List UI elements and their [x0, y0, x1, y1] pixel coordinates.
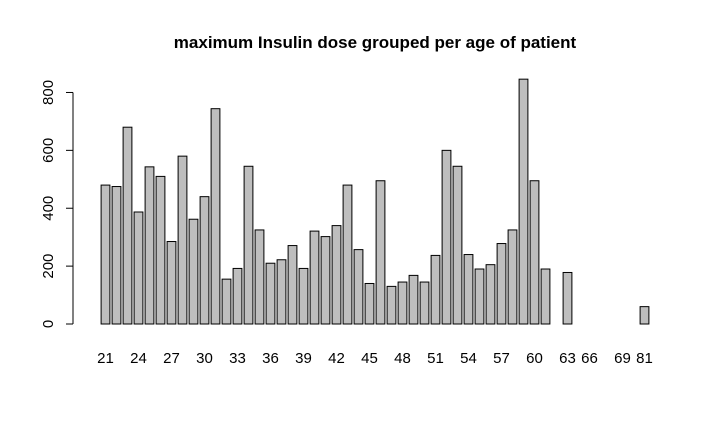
bar-age-29 — [188, 218, 199, 325]
x-tick-label-42: 42 — [328, 350, 345, 367]
bar-age-58 — [507, 229, 518, 325]
bar-age-36 — [265, 262, 276, 325]
bar-age-59 — [518, 78, 529, 325]
y-axis: 0 200 400 600 800 — [40, 80, 74, 328]
bar-age-35 — [254, 229, 265, 325]
bar-age-46 — [375, 180, 386, 325]
y-tick-label-600: 600 — [40, 138, 57, 163]
bar-age-56 — [485, 264, 496, 325]
bar-age-26 — [155, 175, 166, 325]
bar-age-21 — [100, 184, 111, 325]
bar-age-30 — [199, 196, 210, 325]
x-tick-label-36: 36 — [262, 350, 279, 367]
bar-age-48 — [397, 281, 408, 325]
bar-age-53 — [452, 165, 463, 325]
bar-age-31 — [210, 108, 221, 325]
bar-age-34 — [243, 165, 254, 325]
x-axis-labels: 21 24 27 30 33 36 39 42 45 48 51 54 57 60 63 66 69 81 — [97, 350, 653, 367]
bar-age-57 — [496, 243, 507, 325]
x-tick-label-60: 60 — [526, 350, 543, 367]
x-tick-label-48: 48 — [394, 350, 411, 367]
bar-age-54 — [463, 254, 474, 325]
bar-age-28 — [177, 155, 188, 325]
bar-age-22 — [111, 186, 122, 325]
bar-age-25 — [144, 166, 155, 325]
bar-age-55 — [474, 268, 485, 325]
bar-age-38 — [287, 245, 298, 325]
x-tick-label-63: 63 — [559, 350, 576, 367]
bar-age-27 — [166, 241, 177, 325]
bar-age-42 — [331, 225, 342, 325]
x-tick-label-45: 45 — [361, 350, 378, 367]
bar-age-61 — [540, 268, 551, 325]
bar-age-37 — [276, 259, 287, 325]
bar-age-50 — [419, 281, 430, 325]
bar-age-24 — [133, 211, 144, 325]
bar-age-45 — [364, 282, 375, 325]
bar-age-63 — [562, 271, 573, 325]
y-tick-label-400: 400 — [40, 196, 57, 221]
bar-age-33 — [232, 267, 243, 325]
chart-title: maximum Insulin dose grouped per age of … — [174, 33, 577, 52]
bar-age-49 — [408, 274, 419, 325]
x-tick-label-21: 21 — [97, 350, 114, 367]
bar-age-43 — [342, 184, 353, 325]
bar-age-40 — [309, 230, 320, 325]
x-tick-label-33: 33 — [229, 350, 246, 367]
x-tick-label-66: 66 — [581, 350, 598, 367]
bar-age-23 — [122, 126, 133, 325]
x-tick-label-39: 39 — [295, 350, 312, 367]
y-tick-label-800: 800 — [40, 80, 57, 105]
x-tick-label-81: 81 — [636, 350, 653, 367]
bars-group — [100, 78, 650, 325]
bar-age-51 — [430, 254, 441, 325]
bar-age-39 — [298, 267, 309, 325]
x-tick-label-30: 30 — [196, 350, 213, 367]
x-tick-label-54: 54 — [460, 350, 477, 367]
bar-age-44 — [353, 249, 364, 325]
bar-age-60 — [529, 180, 540, 325]
y-tick-label-0: 0 — [40, 320, 57, 328]
x-tick-label-69: 69 — [614, 350, 631, 367]
x-tick-label-57: 57 — [493, 350, 510, 367]
x-tick-label-51: 51 — [427, 350, 444, 367]
bar-age-41 — [320, 236, 331, 325]
x-tick-label-27: 27 — [163, 350, 180, 367]
bar-age-81 — [639, 306, 650, 325]
bar-age-47 — [386, 285, 397, 325]
bar-age-32 — [221, 278, 232, 325]
x-tick-label-24: 24 — [130, 350, 147, 367]
y-tick-label-200: 200 — [40, 254, 57, 279]
bar-age-52 — [441, 149, 452, 325]
